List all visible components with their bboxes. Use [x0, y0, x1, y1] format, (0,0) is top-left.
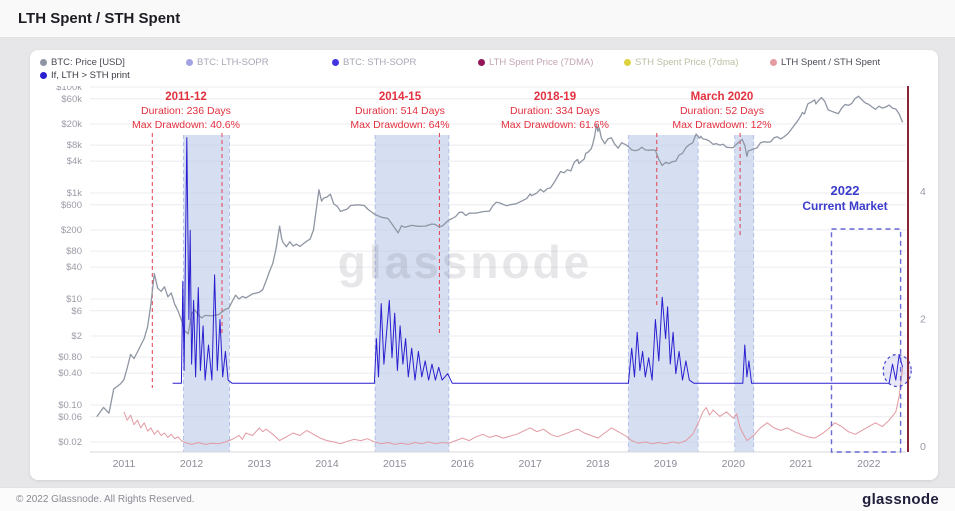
svg-text:2022: 2022 — [857, 458, 881, 470]
legend-item-sth-sopr[interactable]: BTC: STH-SOPR — [332, 57, 478, 68]
legend-dot-lth-spent-price-icon — [478, 59, 485, 66]
legend-row-2: If, LTH > STH print — [30, 68, 938, 81]
svg-text:$100k: $100k — [56, 86, 82, 93]
titlebar: LTH Spent / STH Spent — [0, 0, 955, 38]
legend-label: If, LTH > STH print — [51, 70, 130, 81]
legend-dot-lth-sth-ratio-icon — [770, 59, 777, 66]
legend-dot-lth-sopr-icon — [186, 59, 193, 66]
svg-text:$1k: $1k — [67, 188, 83, 199]
svg-text:$80: $80 — [66, 246, 82, 257]
svg-text:$40: $40 — [66, 262, 82, 273]
glassnode-wordmark[interactable]: glassnode — [862, 491, 939, 508]
svg-text:2: 2 — [920, 314, 926, 326]
svg-text:$200: $200 — [61, 225, 82, 236]
svg-text:2014: 2014 — [315, 458, 339, 470]
svg-text:2011: 2011 — [113, 458, 136, 470]
svg-text:$6: $6 — [71, 306, 82, 317]
svg-text:2018: 2018 — [586, 458, 610, 470]
legend-label: LTH Spent Price (7DMA) — [489, 57, 594, 68]
legend-dot-sth-sopr-icon — [332, 59, 339, 66]
legend-item-lth-sopr[interactable]: BTC: LTH-SOPR — [186, 57, 332, 68]
svg-text:$8k: $8k — [67, 140, 83, 151]
chart-area: glassnode $100k $60k $20k $8k $4k $1k $600 $200… — [30, 86, 938, 480]
legend-item-sth-spent-price[interactable]: STH Spent Price (7dma) — [624, 57, 770, 68]
page-title: LTH Spent / STH Spent — [18, 10, 181, 27]
svg-text:$0.40: $0.40 — [58, 368, 82, 379]
svg-text:4: 4 — [920, 186, 926, 198]
svg-text:$0.06: $0.06 — [58, 412, 82, 423]
legend-item-lth-sth-ratio[interactable]: LTH Spent / STH Spent — [770, 57, 916, 68]
legend-dot-lth-gt-sth-print-icon — [40, 72, 47, 79]
legend-row-1: BTC: Price [USD] BTC: LTH-SOPR BTC: STH-… — [30, 50, 938, 68]
svg-text:$0.10: $0.10 — [58, 400, 82, 411]
svg-text:$4k: $4k — [67, 156, 83, 167]
svg-text:$0.80: $0.80 — [58, 352, 82, 363]
svg-text:2012: 2012 — [180, 458, 204, 470]
legend-item-btc-price[interactable]: BTC: Price [USD] — [40, 57, 186, 68]
svg-text:2015: 2015 — [383, 458, 407, 470]
legend-label: BTC: STH-SOPR — [343, 57, 417, 68]
svg-text:$10: $10 — [66, 294, 82, 305]
legend-item-lth-gt-sth-print[interactable]: If, LTH > STH print — [40, 70, 186, 81]
chart-card: BTC: Price [USD] BTC: LTH-SOPR BTC: STH-… — [30, 50, 938, 480]
svg-text:$60k: $60k — [61, 94, 82, 105]
svg-text:$600: $600 — [61, 200, 82, 211]
svg-text:2020: 2020 — [722, 458, 746, 470]
legend-dot-sth-spent-price-icon — [624, 59, 631, 66]
svg-text:2021: 2021 — [789, 458, 813, 470]
svg-text:$0.02: $0.02 — [58, 437, 82, 448]
svg-text:2017: 2017 — [519, 458, 543, 470]
svg-text:2016: 2016 — [451, 458, 475, 470]
price-ratio-chart[interactable]: $100k$60k$20k$8k$4k$1k$600$200$80$40$10$… — [30, 86, 938, 480]
svg-text:$20k: $20k — [61, 119, 82, 130]
legend-item-lth-spent-price[interactable]: LTH Spent Price (7DMA) — [478, 57, 624, 68]
svg-text:0: 0 — [920, 441, 926, 453]
legend-label: BTC: Price [USD] — [51, 57, 125, 68]
legend-label: STH Spent Price (7dma) — [635, 57, 739, 68]
legend-label: LTH Spent / STH Spent — [781, 57, 881, 68]
copyright-text: © 2022 Glassnode. All Rights Reserved. — [16, 494, 195, 505]
legend-dot-btc-price-icon — [40, 59, 47, 66]
svg-text:$2: $2 — [71, 331, 82, 342]
legend-label: BTC: LTH-SOPR — [197, 57, 269, 68]
svg-text:2013: 2013 — [248, 458, 272, 470]
footer: © 2022 Glassnode. All Rights Reserved. g… — [0, 487, 955, 511]
svg-text:2019: 2019 — [654, 458, 678, 470]
